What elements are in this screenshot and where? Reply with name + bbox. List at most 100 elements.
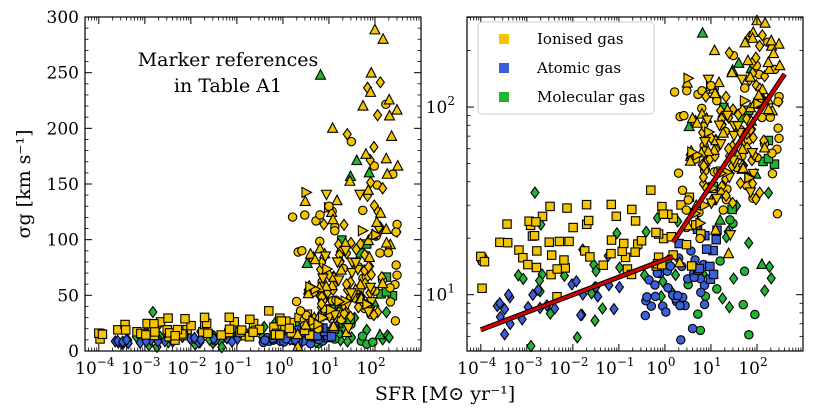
left-atomic-diamond-marker (189, 331, 200, 345)
right-panel-frame (466, 16, 804, 352)
left-ionised-square-marker (203, 328, 213, 339)
right-atomic-diamond-marker (503, 288, 514, 302)
right-molecular-diamond-marker (717, 292, 728, 305)
left-ionised-triangle-marker (360, 147, 372, 159)
right-molecular-diamond-marker (526, 339, 536, 353)
left-xtick-exponent: −1 (235, 355, 253, 369)
right-atomic-circle-marker (675, 300, 685, 311)
left-ionised-triangle-marker (380, 152, 393, 164)
left-atomic-circle-marker (260, 335, 270, 345)
right-atomic-circle-marker (687, 323, 698, 334)
left-molecular-diamond-marker (342, 335, 353, 348)
right-ionised-square-marker (581, 199, 592, 210)
right-ionised-circle-marker (695, 233, 705, 244)
right-ionised-square-marker (545, 201, 555, 212)
right-molecular-diamond-marker (641, 225, 651, 239)
left-ionised-triangle-marker (362, 233, 375, 246)
left-ionised-diamond-marker (342, 127, 352, 141)
left-ionised-triangle-down-marker (342, 323, 355, 335)
right-ionised-square-marker (564, 236, 574, 247)
right-ionised-triangle-down-marker (710, 193, 723, 205)
left-ionised-triangle-marker (362, 183, 375, 195)
left-ionised-circle-marker (392, 219, 402, 230)
left-ionised-square-marker (264, 306, 274, 316)
left-ionised-triangle-marker (374, 206, 387, 218)
right-ionised-triangle-marker (713, 75, 725, 88)
right-ionised-circle-marker (669, 87, 680, 97)
right-ionised-triangle-marker (762, 55, 775, 68)
right-ionised-triangle-right-marker (687, 146, 699, 158)
right-ionised-triangle-marker (686, 111, 699, 123)
left-ionised-triangle-right-marker (305, 280, 317, 293)
annotation-line-2: in Table A1 (174, 75, 282, 97)
right-ionised-square-marker (562, 203, 572, 213)
right-xtick-exponent: 2 (760, 355, 768, 369)
right-ionised-square-marker (518, 252, 528, 263)
right-ionised-triangle-marker (762, 102, 775, 115)
left-ionised-circle-marker (391, 260, 401, 270)
right-ionised-triangle-marker (765, 34, 778, 46)
right-ionised-diamond-marker (757, 28, 768, 42)
right-ionised-triangle-marker (744, 70, 757, 82)
right-ionised-square-marker (479, 256, 490, 267)
right-atomic-circle-marker (650, 291, 661, 302)
right-ionised-triangle-marker (767, 46, 780, 59)
right-ionised-square-marker (583, 215, 594, 226)
left-ionised-square-marker (199, 312, 210, 323)
right-ionised-square-marker (630, 216, 641, 226)
right-ionised-diamond-marker (721, 189, 731, 203)
right-ionised-square-marker (606, 235, 617, 245)
left-ionised-circle-marker (287, 212, 298, 222)
left-ionised-triangle-down-marker (354, 189, 366, 201)
right-ionised-triangle-down-marker (721, 110, 734, 122)
right-molecular-diamond-marker (530, 186, 540, 200)
left-ytick-label: 250 (47, 64, 79, 84)
right-ionised-square-marker (579, 246, 590, 256)
right-atomic-diamond-marker (528, 288, 538, 302)
right-ionised-triangle-right-marker (683, 72, 695, 85)
left-ionised-triangle-down-marker (346, 267, 358, 280)
right-ionised-triangle-marker (773, 37, 785, 49)
left-molecular-diamond-marker (381, 305, 392, 319)
left-ytick-label: 50 (57, 286, 79, 306)
left-ionised-circle-marker (391, 227, 401, 237)
right-ionised-triangle-marker (709, 86, 721, 99)
left-ionised-circle-marker (385, 297, 396, 307)
right-atomic-circle-marker (696, 287, 706, 298)
left-ionised-triangle-down-marker (331, 257, 344, 269)
right-molecular-circle-marker (725, 215, 735, 225)
left-ionised-triangle-marker (381, 167, 394, 179)
right-ionised-triangle-marker (737, 161, 750, 174)
right-ionised-triangle-marker (725, 66, 738, 78)
right-ionised-triangle-down-marker (702, 74, 715, 86)
left-ionised-triangle-down-marker (349, 257, 362, 270)
right-ionised-triangle-marker (739, 36, 751, 48)
right-atomic-square-marker (701, 244, 712, 254)
left-ionised-triangle-down-marker (362, 307, 375, 319)
left-ionised-triangle-marker (364, 85, 377, 97)
right-atomic-diamond-marker (571, 274, 582, 288)
right-molecular-triangle-marker (755, 257, 768, 269)
right-ionised-triangle-marker (742, 54, 754, 66)
right-xtick-label: 10−3 (503, 355, 542, 379)
left-molecular-triangle-marker (314, 68, 327, 80)
right-atomic-circle-marker (665, 261, 676, 271)
left-ionised-triangle-marker (380, 222, 393, 234)
left-molecular-diamond-marker (217, 340, 227, 354)
left-atomic-square-marker (326, 331, 337, 342)
left-ionised-triangle-marker (343, 174, 356, 186)
right-ionised-diamond-marker (751, 192, 761, 206)
legend: Ionised gas Atomic gas Molecular gas (477, 21, 655, 115)
left-ytick-label: 0 (68, 342, 79, 362)
right-ionised-square-marker (617, 246, 627, 257)
left-ionised-diamond-marker (339, 218, 349, 232)
left-ionised-circle-marker (330, 225, 340, 236)
left-ionised-square-marker (149, 319, 159, 329)
right-ionised-triangle-marker (763, 62, 776, 74)
right-ionised-square-marker (546, 269, 556, 280)
right-ionised-circle-marker (773, 96, 783, 107)
left-ionised-square-marker (248, 327, 258, 337)
right-ionised-diamond-marker (751, 51, 761, 65)
right-xtick-exponent: 1 (714, 355, 722, 369)
left-ionised-diamond-marker (355, 237, 366, 251)
